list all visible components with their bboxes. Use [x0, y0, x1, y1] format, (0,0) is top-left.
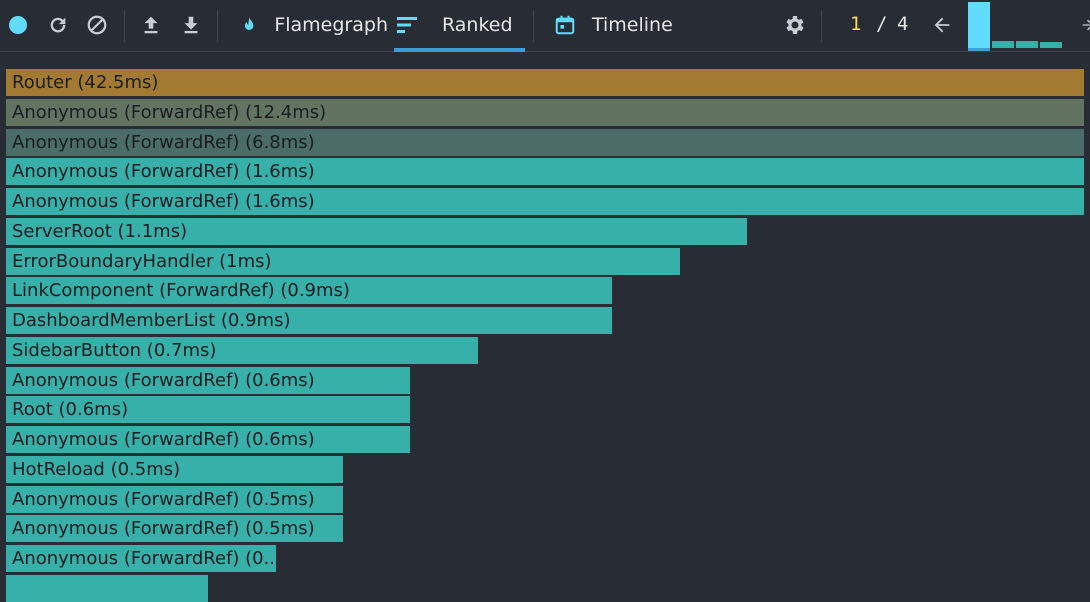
commit-bar[interactable]: [1040, 42, 1062, 48]
upload-icon: [144, 16, 158, 34]
arrow-left-icon: [934, 17, 950, 33]
ranked-bar[interactable]: HotReload (0.5ms): [6, 455, 343, 483]
ranked-bar[interactable]: ServerRoot (1.1ms): [6, 217, 748, 245]
ranked-bar[interactable]: LinkComponent (ForwardRef) (0.9ms): [6, 277, 613, 305]
ranked-bar[interactable]: Root (0.6ms): [6, 396, 411, 424]
ranked-chart: Router (42.5ms) Anonymous (ForwardRef) (1…: [0, 68, 1090, 602]
record-icon: [9, 16, 27, 34]
selected-commit-indicator: [968, 48, 990, 51]
ranked-bar[interactable]: ErrorBoundaryHandler (1ms): [6, 247, 680, 275]
commit-separator: /: [876, 13, 888, 35]
arrow-right-icon: [1082, 19, 1090, 31]
save-profile-button[interactable]: [178, 0, 204, 50]
tab-flamegraph-label: Flamegraph: [274, 14, 388, 36]
tab-timeline[interactable]: Timeline: [548, 0, 678, 50]
ranked-bar[interactable]: SidebarButton (0.7ms): [6, 336, 478, 364]
next-commit-button[interactable]: [1080, 0, 1090, 50]
tab-ranked-label: Ranked: [442, 14, 513, 36]
commit-bar[interactable]: [1016, 41, 1038, 48]
ranked-bar[interactable]: Anonymous (ForwardRef) (12.4ms): [6, 98, 1084, 126]
ranked-bar[interactable]: Anonymous (ForwardRef) (0.6ms): [6, 366, 411, 394]
ranked-bar[interactable]: Router (42.5ms): [6, 69, 1084, 96]
tab-timeline-label: Timeline: [592, 14, 673, 36]
ranked-bar[interactable]: Anonymous (ForwardRef) (0....: [6, 545, 276, 572]
total-commits: 4: [897, 13, 909, 35]
gear-icon: [786, 16, 804, 34]
ranked-bar[interactable]: Anonymous (ForwardRef) (1.6ms): [6, 188, 1084, 215]
previous-commit-button[interactable]: [929, 0, 955, 50]
clear-icon: [87, 15, 107, 35]
ranked-icon: [397, 17, 417, 33]
toolbar-divider: [124, 10, 125, 42]
ranked-bar[interactable]: Anonymous (ForwardRef) (0.6ms): [6, 426, 411, 453]
flame-icon: [244, 17, 254, 30]
ranked-bar[interactable]: Anonymous (ForwardRef) (0.5ms): [6, 515, 343, 543]
toolbar-divider: [217, 10, 218, 42]
reload-and-profile-button[interactable]: [45, 0, 71, 50]
toolbar-divider: [821, 10, 822, 42]
toolbar-divider: [533, 10, 534, 42]
ranked-bar[interactable]: Anonymous (ForwardRef) (1.6ms): [6, 158, 1084, 186]
commit-selector[interactable]: [966, 0, 1066, 51]
record-button[interactable]: [6, 0, 30, 50]
tab-ranked[interactable]: Ranked: [394, 0, 525, 50]
ranked-bar[interactable]: DashboardMemberList (0.9ms): [6, 307, 613, 334]
download-icon: [184, 16, 198, 34]
commit-bar[interactable]: [968, 2, 990, 48]
reload-icon: [50, 17, 66, 33]
ranked-bar[interactable]: Anonymous (ForwardRef) (0.5ms): [6, 485, 343, 513]
clear-profiling-button[interactable]: [84, 0, 110, 50]
calendar-icon: [555, 15, 575, 35]
ranked-bar[interactable]: Anonymous (ForwardRef) (6.8ms): [6, 128, 1084, 156]
settings-button[interactable]: [781, 0, 807, 50]
current-commit-index: 1: [850, 13, 862, 35]
active-tab-indicator: [394, 48, 525, 52]
load-profile-button[interactable]: [138, 0, 164, 50]
profiler-toolbar: Flamegraph Ranked Timeline 1 / 4: [0, 0, 1090, 52]
tab-flamegraph[interactable]: Flamegraph: [230, 0, 388, 50]
commit-bar[interactable]: [992, 41, 1014, 48]
